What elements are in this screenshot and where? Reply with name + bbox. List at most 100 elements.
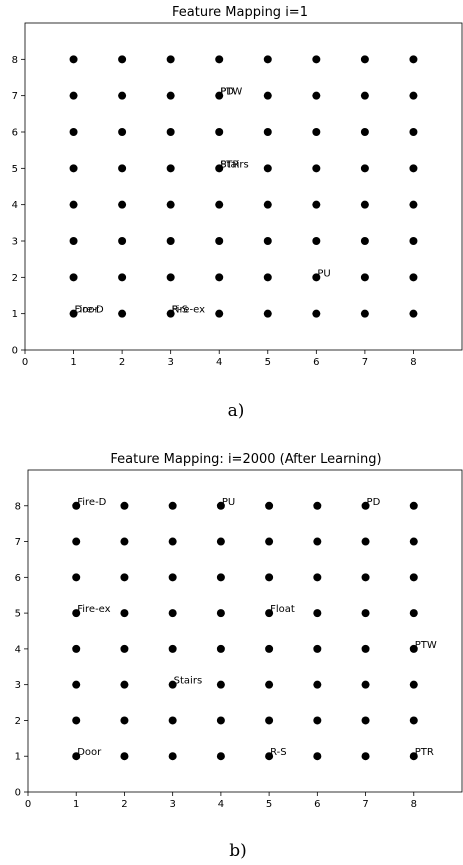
point-annotation: Fire-D (75, 305, 104, 316)
data-point (312, 273, 321, 282)
data-point (168, 573, 177, 582)
data-point (215, 55, 224, 64)
data-point (120, 644, 129, 653)
y-tick-label: 8 (15, 501, 21, 512)
data-point (120, 680, 129, 689)
x-tick-label: 2 (121, 799, 127, 810)
y-tick-label: 6 (12, 128, 18, 139)
data-point (215, 273, 224, 282)
data-point (120, 752, 129, 761)
data-point (215, 128, 224, 136)
data-point (312, 55, 321, 64)
y-tick-label: 4 (15, 644, 21, 655)
point-annotation: Stairs (174, 676, 203, 687)
x-tick-label: 5 (266, 799, 272, 810)
data-point (409, 309, 418, 318)
y-tick-label: 8 (12, 55, 18, 66)
data-point (361, 680, 370, 689)
data-point (312, 309, 321, 318)
data-point (69, 200, 78, 209)
data-point (166, 309, 175, 318)
data-point (215, 237, 224, 245)
data-point (216, 680, 225, 689)
data-point (166, 91, 175, 100)
data-point (361, 537, 370, 546)
chart-b-ticks: 0 1 2 3 4 5 6 7 8 0 1 2 3 4 5 6 7 8 (15, 501, 417, 810)
data-point (72, 752, 81, 761)
data-point (265, 501, 274, 510)
data-point (69, 128, 78, 136)
chart-b-frame (27, 469, 463, 793)
data-point (166, 200, 175, 209)
point-annotation: PTR (415, 747, 434, 758)
data-point (263, 55, 272, 64)
data-point (215, 91, 224, 100)
data-point (168, 644, 177, 653)
x-tick-label: 0 (22, 357, 28, 368)
data-point (265, 680, 274, 689)
data-point (265, 644, 274, 653)
y-tick-label: 1 (15, 752, 21, 763)
y-tick-label: 0 (12, 346, 18, 357)
chart-a-points (69, 55, 418, 318)
data-point (216, 501, 225, 510)
point-annotation: Fire-ex (77, 604, 110, 615)
data-point (313, 680, 322, 689)
x-tick-label: 7 (362, 799, 368, 810)
y-tick-label: 7 (15, 537, 21, 548)
x-tick-label: 5 (265, 357, 271, 368)
x-tick-label: 6 (314, 799, 320, 810)
data-point (263, 273, 272, 282)
data-point (166, 128, 175, 136)
data-point (409, 501, 418, 510)
data-point (166, 164, 175, 173)
data-point (360, 164, 369, 173)
data-point (216, 609, 225, 618)
y-tick-label: 0 (15, 788, 21, 799)
y-tick-label: 5 (12, 164, 18, 175)
data-point (215, 200, 224, 209)
x-tick-label: 1 (70, 357, 76, 368)
data-point (168, 752, 177, 761)
point-annotation: PD (220, 87, 234, 98)
data-point (312, 200, 321, 209)
data-point (216, 573, 225, 582)
data-point (168, 680, 177, 689)
data-point (168, 537, 177, 546)
data-point (360, 237, 369, 245)
data-point (409, 609, 418, 618)
data-point (69, 91, 78, 100)
data-point (216, 752, 225, 761)
point-annotation: R-S (172, 305, 189, 316)
chart-a-ticks: 0 1 2 3 4 5 6 7 8 0 1 2 3 4 5 6 7 8 (12, 55, 417, 368)
x-tick-label: 2 (119, 357, 125, 368)
data-point (360, 128, 369, 136)
data-point (361, 716, 370, 725)
x-tick-label: 3 (169, 799, 175, 810)
data-point (409, 237, 418, 245)
data-point (360, 91, 369, 100)
data-point (409, 644, 418, 653)
y-tick-label: 3 (12, 237, 18, 248)
data-point (409, 573, 418, 582)
y-tick-label: 5 (15, 609, 21, 620)
data-point (312, 237, 321, 245)
point-annotation: Door (77, 747, 102, 758)
data-point (409, 716, 418, 725)
data-point (312, 164, 321, 173)
data-point (361, 752, 370, 761)
point-annotation: R-S (270, 747, 287, 758)
data-point (69, 273, 78, 282)
point-annotation: PU (222, 497, 235, 508)
point-annotation: Fire-D (77, 497, 106, 508)
data-point (216, 537, 225, 546)
data-point (409, 55, 418, 64)
data-point (313, 644, 322, 653)
data-point (360, 309, 369, 318)
data-point (69, 237, 78, 245)
data-point (72, 609, 81, 618)
chart-b: Feature Mapping: i=2000 (After Learning)… (15, 452, 463, 861)
data-point (265, 573, 274, 582)
data-point (118, 237, 127, 245)
